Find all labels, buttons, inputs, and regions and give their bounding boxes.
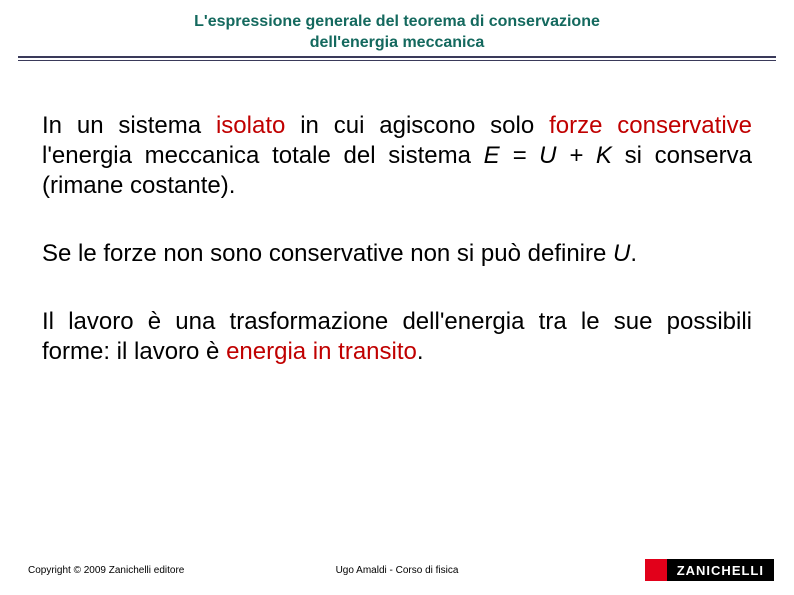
logo-red-square	[645, 559, 667, 581]
slide-title: L'espressione generale del teorema di co…	[194, 12, 600, 54]
p3-text-2: .	[417, 338, 424, 365]
paragraph-1: In un sistema isolato in cui agiscono so…	[42, 111, 752, 201]
slide-content: In un sistema isolato in cui agiscono so…	[0, 61, 794, 367]
p1-highlight-forze: forze conservative	[549, 112, 752, 139]
p1-text-1: In un sistema	[42, 112, 216, 139]
rule-thick	[18, 56, 776, 58]
slide-footer: Copyright © 2009 Zanichelli editore Ugo …	[0, 559, 794, 581]
p1-highlight-isolato: isolato	[216, 112, 285, 139]
p3-highlight-energia: energia in transito	[226, 338, 417, 365]
p1-formula: E = U + K	[484, 142, 612, 169]
title-line-2: dell'energia meccanica	[310, 34, 485, 51]
footer-center: Ugo Amaldi - Corso di fisica	[336, 565, 459, 576]
publisher-logo: ZANICHELLI	[645, 559, 774, 581]
title-line-1: L'espressione generale del teorema di co…	[194, 13, 600, 30]
paragraph-3: Il lavoro è una trasformazione dell'ener…	[42, 307, 752, 367]
footer-copyright: Copyright © 2009 Zanichelli editore	[28, 565, 184, 576]
p1-text-2: in cui agiscono solo	[285, 112, 549, 139]
p2-text-2: .	[630, 240, 637, 267]
slide-header: L'espressione generale del teorema di co…	[0, 0, 794, 54]
p2-var-u: U	[613, 240, 630, 267]
p2-text-1: Se le forze non sono conservative non si…	[42, 240, 613, 267]
paragraph-2: Se le forze non sono conservative non si…	[42, 239, 752, 269]
logo-text: ZANICHELLI	[667, 559, 774, 581]
p1-text-3: l'energia meccanica totale del sistema	[42, 142, 484, 169]
